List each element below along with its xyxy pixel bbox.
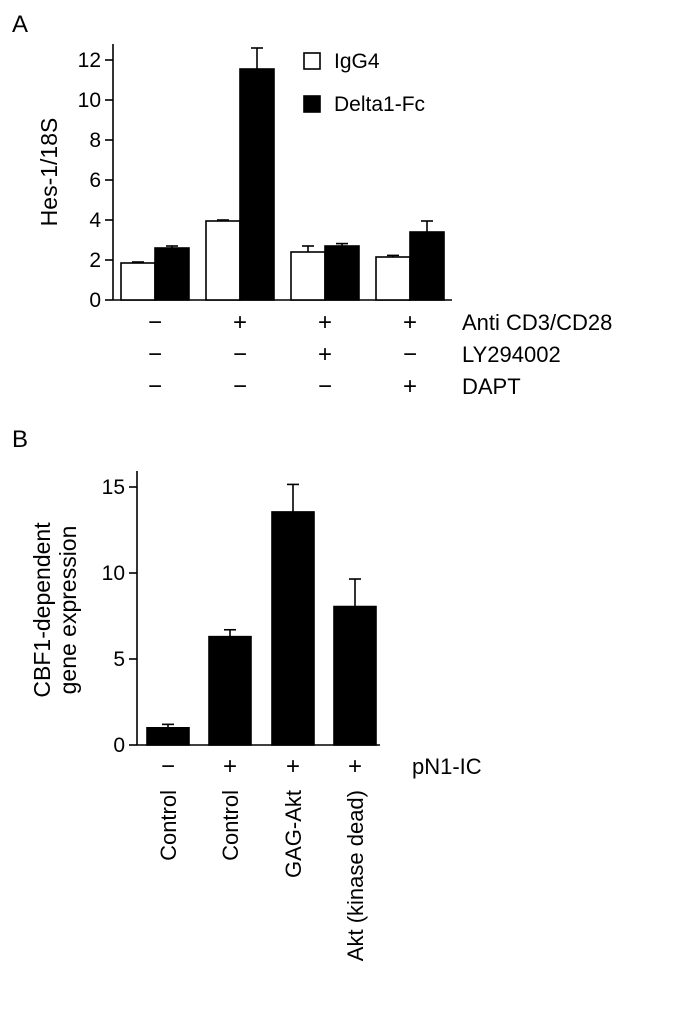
y-tick-label: 2	[89, 249, 101, 272]
condition-sign: +	[223, 753, 237, 780]
y-tick-label: 12	[78, 49, 101, 72]
category-label: Control	[156, 790, 181, 861]
condition-sign: +	[348, 753, 362, 780]
panel-b-bars	[146, 483, 377, 746]
bar-igg4	[205, 220, 241, 301]
panel-b-conditions: − + + + pN1-IC	[161, 753, 482, 780]
legend-swatch-igg4	[303, 52, 321, 70]
condition-sign: +	[403, 373, 417, 400]
bar-igg4	[120, 262, 156, 301]
condition-sign: −	[233, 373, 247, 400]
condition-sign: −	[148, 309, 162, 336]
y-tick-label: 8	[89, 129, 101, 152]
panel-a-letter: A	[12, 11, 28, 38]
condition-label: Anti CD3/CD28	[462, 310, 612, 335]
bar-delta1-fc	[324, 245, 360, 301]
condition-label: DAPT	[462, 374, 521, 399]
category-label: Akt (kinase dead)	[343, 790, 368, 961]
y-tick-label: 4	[89, 209, 101, 232]
category-label: GAG-Akt	[281, 790, 306, 878]
y-tick-label: 0	[113, 734, 125, 757]
condition-sign: +	[286, 753, 300, 780]
condition-sign: +	[318, 309, 332, 336]
condition-sign: −	[148, 341, 162, 368]
legend-swatch-delta1-fc	[303, 95, 321, 113]
y-tick-label: 6	[89, 169, 101, 192]
y-tick-label: 10	[78, 89, 101, 112]
panel-a-y-ticks: 0 2 4 6 8 10 12	[78, 49, 113, 312]
condition-label: pN1-IC	[412, 754, 482, 779]
panel-b-y-axis-label-line2: gene expression	[55, 526, 81, 695]
bar	[146, 726, 190, 746]
bar	[333, 605, 377, 746]
panel-a-y-axis-label: Hes-1/18S	[36, 118, 62, 227]
panel-b-categories: Control Control GAG-Akt Akt (kinase dead)	[156, 790, 368, 961]
panel-a-legend: IgG4 Delta1-Fc	[303, 50, 425, 116]
legend-label-igg4: IgG4	[334, 50, 380, 73]
panel-b-y-ticks: 0 5 10 15	[102, 476, 137, 757]
bar-delta1-fc	[154, 247, 190, 301]
bar	[208, 635, 252, 746]
bar-igg4	[290, 251, 326, 301]
panel-b: B CBF1-dependent gene expression 051015 …	[12, 426, 482, 961]
legend-label-delta1-fc: Delta1-Fc	[334, 93, 425, 116]
bar-delta1-fc	[409, 231, 445, 301]
panel-b-letter: B	[12, 426, 28, 453]
panel-a-bars	[120, 47, 445, 301]
bar-igg4	[375, 256, 411, 301]
y-tick-label: 15	[102, 476, 125, 499]
panel-a-conditions: − + + + Anti CD3/CD28 − − + − LY294002 − − − + DAPT	[148, 309, 612, 400]
condition-sign: −	[233, 341, 247, 368]
condition-sign: −	[403, 341, 417, 368]
bar	[271, 511, 315, 746]
condition-sign: −	[148, 373, 162, 400]
y-tick-label: 10	[102, 562, 125, 585]
condition-sign: −	[318, 373, 332, 400]
condition-sign: −	[161, 753, 175, 780]
category-label: Control	[218, 790, 243, 861]
condition-label: LY294002	[462, 342, 561, 367]
panel-b-y-axis-label-line1: CBF1-dependent	[29, 522, 55, 698]
y-tick-label: 0	[89, 289, 101, 312]
bar-delta1-fc	[239, 68, 275, 301]
panel-a: A Hes-1/18S 0 2 4 6 8 10 12 IgG4 Delta1-Fc − + +…	[12, 11, 612, 400]
y-tick-label: 5	[113, 648, 125, 671]
condition-sign: +	[403, 309, 417, 336]
condition-sign: +	[233, 309, 247, 336]
condition-sign: +	[318, 341, 332, 368]
